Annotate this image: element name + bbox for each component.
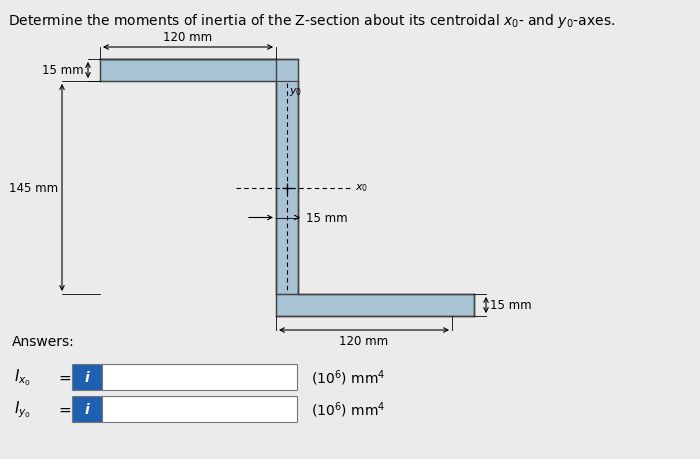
Text: i: i (85, 370, 90, 384)
Text: 15 mm: 15 mm (43, 64, 84, 77)
Text: 120 mm: 120 mm (340, 334, 389, 347)
Text: Determine the moments of inertia of the Z-section about its centroidal $x_0$- an: Determine the moments of inertia of the … (8, 12, 615, 30)
Text: =: = (58, 402, 71, 417)
Bar (276, 82, 298, 294)
Bar (100, 60, 298, 82)
Text: (10$^6$) mm$^4$: (10$^6$) mm$^4$ (311, 399, 385, 419)
Text: 15 mm: 15 mm (490, 299, 531, 312)
Bar (72, 396, 102, 422)
Text: $I_{x_0}$: $I_{x_0}$ (14, 367, 31, 387)
Text: 145 mm: 145 mm (9, 182, 58, 195)
Text: =: = (58, 369, 71, 385)
Text: (10$^6$) mm$^4$: (10$^6$) mm$^4$ (311, 367, 385, 387)
Text: Answers:: Answers: (12, 334, 75, 348)
Text: 15 mm: 15 mm (306, 212, 348, 224)
Bar (72, 364, 102, 390)
Bar (102, 396, 297, 422)
Text: $x_0$: $x_0$ (355, 182, 368, 194)
Bar (276, 294, 474, 316)
Text: $I_{y_0}$: $I_{y_0}$ (14, 399, 31, 420)
Bar (102, 364, 297, 390)
Text: i: i (85, 402, 90, 416)
Text: 120 mm: 120 mm (163, 31, 213, 44)
Text: $y_0$: $y_0$ (289, 86, 302, 98)
